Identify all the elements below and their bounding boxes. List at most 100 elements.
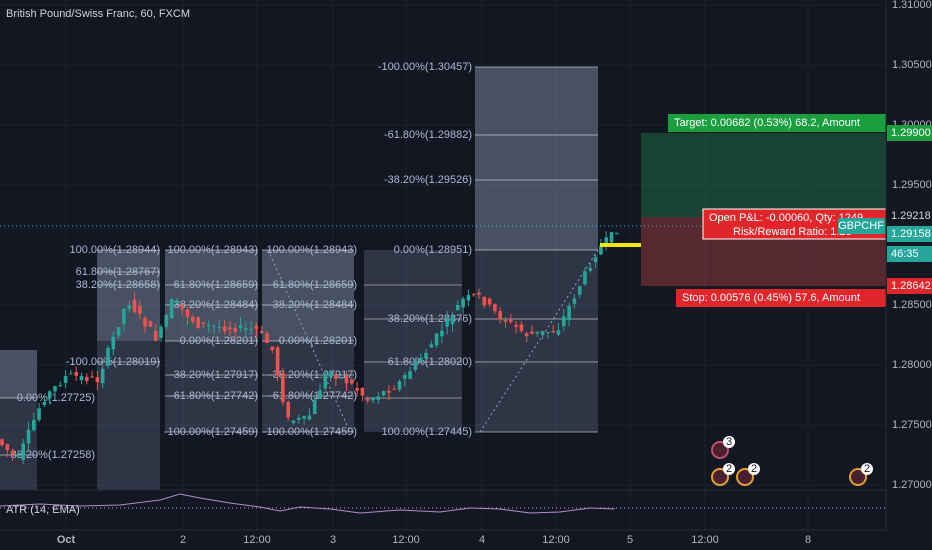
candle-body <box>567 305 571 320</box>
candle-body <box>392 388 396 390</box>
candle-body <box>206 324 211 326</box>
candle-body <box>95 377 100 383</box>
grid <box>0 0 886 530</box>
candle-body <box>222 326 227 332</box>
price-tag: 46:35 <box>891 248 919 260</box>
fib-label: 61.80%(1.28659) <box>273 279 357 291</box>
candle-body <box>493 304 497 312</box>
time-tick-label: 12:00 <box>691 534 719 546</box>
candle-body <box>572 298 577 304</box>
fib-label: 0.00%(1.28201) <box>279 335 357 347</box>
time-tick-label: 12:00 <box>243 534 271 546</box>
price-tag-box <box>887 246 932 262</box>
candle-body <box>259 331 264 333</box>
price-tag-box <box>887 208 932 224</box>
candle-body <box>403 375 407 379</box>
fib-box <box>0 350 37 398</box>
price-axis <box>886 0 932 550</box>
fib-label: 0.00%(1.28201) <box>180 335 258 347</box>
candle-body <box>328 371 333 377</box>
candle-body <box>249 329 253 331</box>
candle-body <box>42 401 47 406</box>
candle-body <box>519 324 524 331</box>
candle-body <box>509 320 513 322</box>
event-icon <box>711 441 729 459</box>
price-tick-label: 1.28500 <box>892 299 932 311</box>
candle-body <box>116 327 121 336</box>
target-label: Target: 0.00682 (0.53%) 68.2, Amount <box>674 117 860 129</box>
fib-label: -61.80%(1.27742) <box>269 390 357 402</box>
candle-body <box>487 298 492 305</box>
candle-body <box>307 415 312 420</box>
time-tick-label: Oct <box>57 534 76 546</box>
candle-body <box>265 333 269 344</box>
candle-body <box>286 402 290 418</box>
candle-body <box>21 443 25 460</box>
candle-body <box>344 375 349 384</box>
candle-body <box>387 390 391 393</box>
candle-body <box>450 316 455 325</box>
candle-body <box>201 322 206 324</box>
candle-body <box>233 328 237 333</box>
time-tick-label: 12:00 <box>542 534 570 546</box>
candle-body <box>58 385 63 387</box>
candle-body <box>127 305 131 309</box>
candle-body <box>461 298 465 308</box>
candle-body <box>69 373 73 375</box>
price-tag: 1.29900 <box>891 127 931 139</box>
candle-body <box>588 268 593 271</box>
event-count: 3 <box>726 436 732 448</box>
candle-body <box>196 317 200 329</box>
risk-reward-label: Risk/Reward Ratio: 1.18 <box>733 226 852 238</box>
candle-body <box>323 373 328 389</box>
fib-label: 61.80%(1.28767) <box>76 266 160 278</box>
candle-body <box>16 455 20 457</box>
candle-body <box>482 296 487 306</box>
candle-body <box>530 331 534 334</box>
candle-body <box>434 333 439 346</box>
time-tick-label: 5 <box>627 534 633 546</box>
stop-label: Stop: 0.00576 (0.45%) 57.6, Amount <box>682 292 860 304</box>
candle-body <box>291 420 296 424</box>
candle-body <box>577 286 582 295</box>
fib-label: 38.20%(1.28376) <box>388 313 472 325</box>
symbol-tag: GBPCHF <box>838 220 884 232</box>
candle-body <box>429 344 434 348</box>
symbol-tag-box <box>838 218 885 234</box>
candle-body <box>503 320 508 322</box>
candle-body <box>424 352 428 359</box>
fib-box <box>364 250 462 432</box>
candle-body <box>169 299 174 319</box>
candle-body <box>445 317 449 327</box>
candle-body <box>604 237 608 244</box>
candle-body <box>408 371 412 379</box>
candle-body <box>53 386 57 392</box>
candle-body <box>535 331 540 334</box>
price-tag-box <box>887 125 932 141</box>
candle-body <box>106 347 110 367</box>
candle-body <box>339 377 343 379</box>
candle-body <box>562 316 566 327</box>
candle-body <box>90 376 94 378</box>
fib-label: 100.00%(1.27445) <box>381 426 472 438</box>
candle-body <box>85 376 89 381</box>
candle-body <box>350 379 354 384</box>
pnl-label: Open P&L: -0.00060, Qty: 1249 <box>709 212 863 224</box>
fib-label: 38.20%(1.28484) <box>273 299 357 311</box>
candle-body <box>244 328 248 330</box>
candle-body <box>122 308 126 324</box>
candle-body <box>143 317 147 327</box>
fib-box <box>475 250 598 432</box>
candle-body <box>175 301 179 303</box>
candle-body <box>297 418 301 420</box>
event-badge <box>748 463 760 475</box>
stop-label-box <box>676 289 886 307</box>
price-tick-label: 1.27500 <box>892 419 932 431</box>
candle-body <box>153 331 158 341</box>
time-tick-label: 12:00 <box>392 534 420 546</box>
event-count: 2 <box>726 463 732 475</box>
fib-label: -38.20%(1.27917) <box>170 369 258 381</box>
candle-body <box>376 396 381 400</box>
